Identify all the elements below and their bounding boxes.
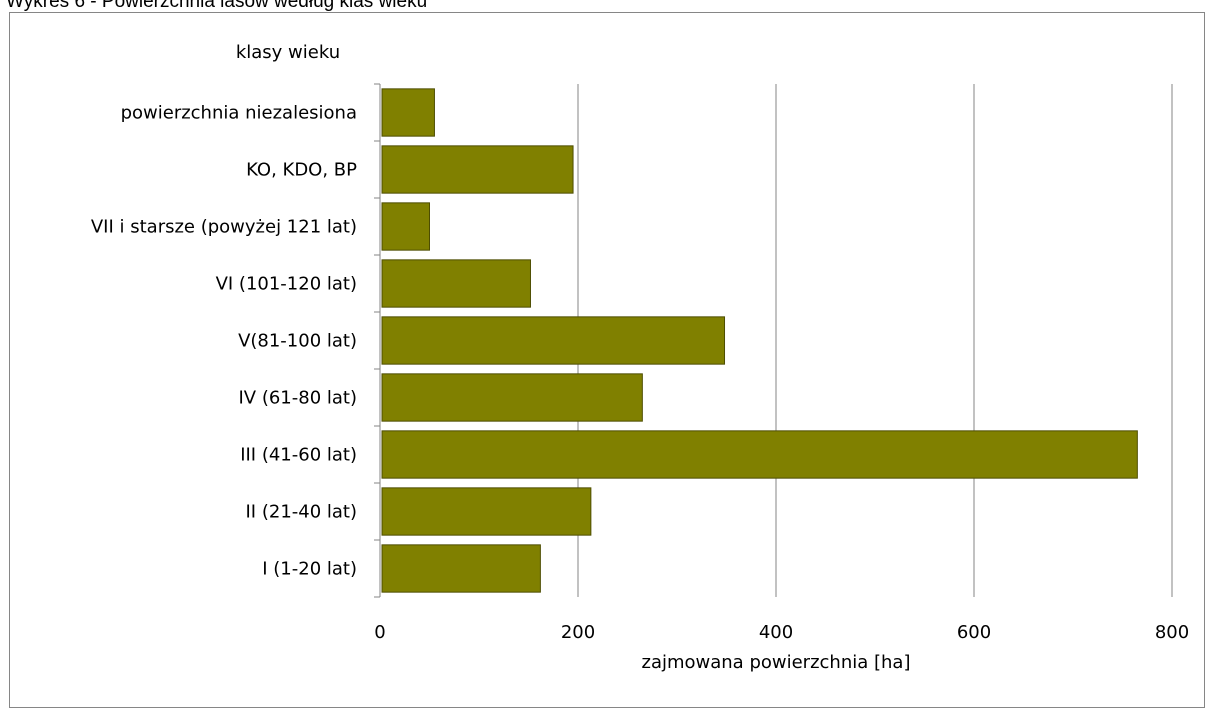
bar — [381, 145, 574, 194]
bar — [381, 88, 435, 137]
y-category-label: I (1-20 lat) — [262, 559, 357, 580]
y-category-label: III (41-60 lat) — [240, 445, 357, 466]
y-category-label: VII i starsze (powyżej 121 lat) — [91, 217, 357, 238]
bar — [381, 202, 430, 251]
y-category-label: VI (101-120 lat) — [216, 274, 357, 295]
x-tick-label: 400 — [759, 622, 793, 643]
x-tick-label: 200 — [561, 622, 595, 643]
y-axis-title: klasy wieku — [236, 42, 340, 63]
x-axis-title: zajmowana powierzchnia [ha] — [642, 652, 911, 673]
x-tick-label: 800 — [1155, 622, 1189, 643]
axes — [374, 83, 381, 598]
bar — [381, 316, 726, 365]
bar — [381, 544, 541, 593]
y-category-label: IV (61-80 lat) — [238, 388, 357, 409]
y-category-label: V(81-100 lat) — [238, 331, 357, 352]
bars — [381, 88, 1138, 593]
bar — [381, 259, 531, 308]
bar — [381, 430, 1138, 479]
page-title: Wykres 6 - Powierzchnia lasów według kla… — [6, 0, 428, 12]
x-tick-label: 0 — [374, 622, 385, 643]
labels: 0 200 400 600 800 powierzchnia niezalesiona KO… — [91, 103, 1189, 644]
x-tick-label: 600 — [957, 622, 991, 643]
bar — [381, 373, 643, 422]
y-category-label: II (21-40 lat) — [246, 502, 358, 523]
y-category-label: powierzchnia niezalesiona — [121, 103, 357, 124]
y-category-label: KO, KDO, BP — [246, 160, 357, 181]
bar — [381, 487, 592, 536]
